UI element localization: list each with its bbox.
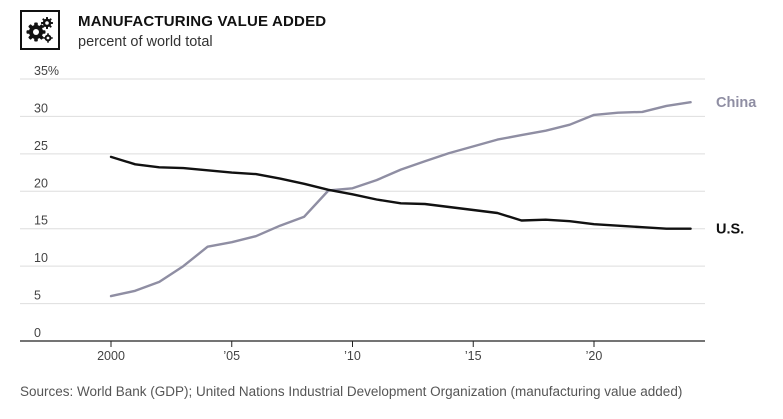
chart-header: MANUFACTURING VALUE ADDED percent of wor…	[20, 10, 326, 51]
series-line-us	[109, 155, 692, 230]
y-tick-label: 20	[34, 176, 48, 190]
y-tick-label: 0	[34, 326, 41, 340]
gears-icon	[20, 10, 60, 50]
y-tick-label: 25	[34, 139, 48, 153]
x-tick-label: ’05	[223, 349, 240, 363]
chart-title: MANUFACTURING VALUE ADDED	[78, 13, 327, 30]
x-tick-label: ’15	[465, 349, 482, 363]
y-tick-label: 5	[34, 289, 41, 303]
series-line-china	[109, 100, 692, 298]
series-label-us: U.S.	[716, 222, 744, 238]
y-tick-label: 10	[34, 251, 48, 265]
x-tick-label: ’20	[586, 349, 603, 363]
y-tick-label: 15	[34, 214, 48, 228]
y-tick-label: 35%	[34, 64, 59, 78]
source-note: Sources: World Bank (GDP); United Nation…	[20, 384, 683, 399]
series-label-china: China	[716, 95, 757, 111]
chart-subtitle: percent of world total	[78, 34, 213, 50]
y-tick-label: 30	[34, 101, 48, 115]
x-tick-label: 2000	[97, 349, 125, 363]
x-tick-label: ’10	[344, 349, 361, 363]
